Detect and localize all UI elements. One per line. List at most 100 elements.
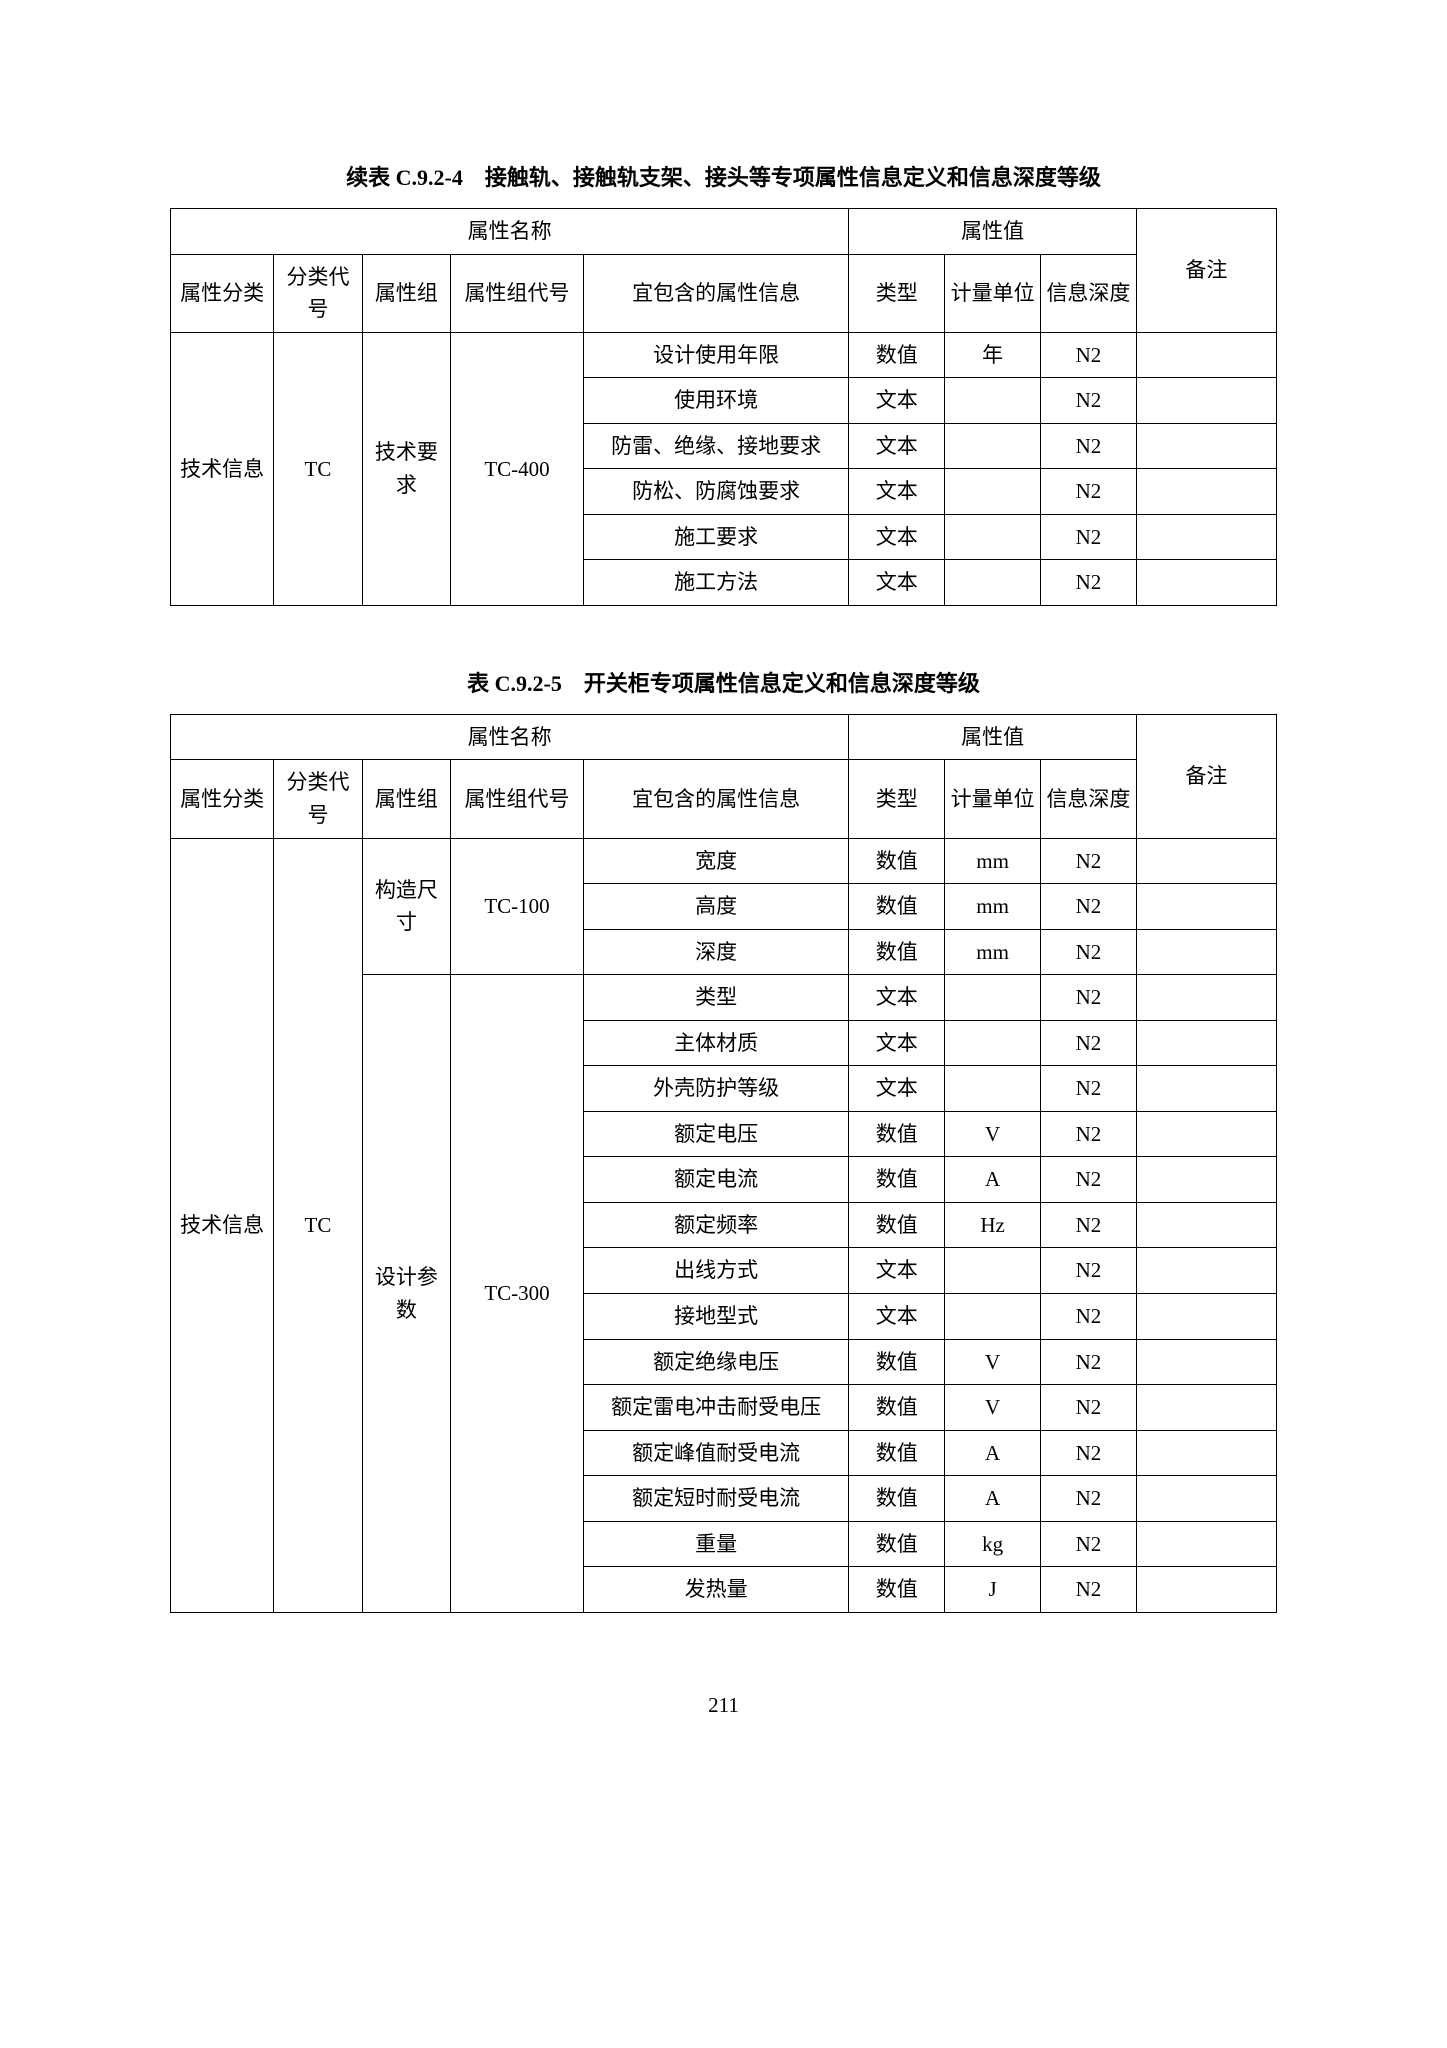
cell-info: 发热量 (583, 1567, 848, 1613)
cell-type: 文本 (849, 1248, 945, 1294)
cell-depth: N2 (1041, 469, 1137, 515)
cell-depth: N2 (1041, 1567, 1137, 1613)
header-note: 备注 (1136, 209, 1276, 333)
header-depth: 信息深度 (1041, 254, 1137, 332)
cell-type: 数值 (849, 332, 945, 378)
table-row: 属性名称 属性值 备注 (171, 209, 1277, 255)
cell-type: 数值 (849, 1111, 945, 1157)
header-attr-name: 属性名称 (171, 714, 849, 760)
header-attr-value: 属性值 (849, 209, 1137, 255)
cell-depth: N2 (1041, 514, 1137, 560)
cell-unit: A (945, 1476, 1041, 1522)
header-unit: 计量单位 (945, 254, 1041, 332)
table-row: 技术信息TC技术要求TC-400设计使用年限数值年N2 (171, 332, 1277, 378)
header-attr-name: 属性名称 (171, 209, 849, 255)
cell-type: 数值 (849, 1157, 945, 1203)
cell-type: 数值 (849, 1476, 945, 1522)
cell-note (1136, 1248, 1276, 1294)
cell-unit: V (945, 1385, 1041, 1431)
header-type: 类型 (849, 254, 945, 332)
cell-note (1136, 884, 1276, 930)
cell-depth: N2 (1041, 1248, 1137, 1294)
header-code: 分类代号 (274, 254, 362, 332)
cell-depth: N2 (1041, 838, 1137, 884)
cell-note (1136, 1476, 1276, 1522)
cell-depth: N2 (1041, 1157, 1137, 1203)
cell-type: 文本 (849, 514, 945, 560)
cell-info: 额定雷电冲击耐受电压 (583, 1385, 848, 1431)
table-row: 技术信息TC构造尺寸TC-100宽度数值mmN2 (171, 838, 1277, 884)
cell-info: 出线方式 (583, 1248, 848, 1294)
cell-group: 设计参数 (362, 975, 450, 1613)
cell-depth: N2 (1041, 975, 1137, 1021)
cell-type: 文本 (849, 560, 945, 606)
cell-group: 技术要求 (362, 332, 450, 605)
header-gcode: 属性组代号 (451, 760, 584, 838)
cell-unit (945, 1294, 1041, 1340)
cell-code: TC (274, 332, 362, 605)
cell-type: 数值 (849, 1339, 945, 1385)
table-1: 属性名称 属性值 备注 属性分类 分类代号 属性组 属性组代号 宜包含的属性信息… (170, 208, 1277, 606)
cell-type: 文本 (849, 1066, 945, 1112)
cell-note (1136, 1294, 1276, 1340)
cell-info: 重量 (583, 1521, 848, 1567)
table-row: 属性分类 分类代号 属性组 属性组代号 宜包含的属性信息 类型 计量单位 信息深… (171, 254, 1277, 332)
cell-code: TC (274, 838, 362, 1612)
cell-type: 数值 (849, 1202, 945, 1248)
cell-note (1136, 1157, 1276, 1203)
cell-depth: N2 (1041, 1521, 1137, 1567)
cell-depth: N2 (1041, 884, 1137, 930)
cell-group: 构造尺寸 (362, 838, 450, 975)
cell-unit (945, 1248, 1041, 1294)
cell-info: 施工要求 (583, 514, 848, 560)
cell-type: 文本 (849, 469, 945, 515)
table-1-caption: 续表 C.9.2-4 接触轨、接触轨支架、接头等专项属性信息定义和信息深度等级 (170, 160, 1277, 192)
cell-depth: N2 (1041, 1020, 1137, 1066)
header-cat: 属性分类 (171, 760, 274, 838)
table-2: 属性名称 属性值 备注 属性分类 分类代号 属性组 属性组代号 宜包含的属性信息… (170, 714, 1277, 1613)
cell-unit: Hz (945, 1202, 1041, 1248)
cell-unit (945, 560, 1041, 606)
cell-unit: mm (945, 884, 1041, 930)
cell-cat: 技术信息 (171, 838, 274, 1612)
cell-depth: N2 (1041, 560, 1137, 606)
cell-depth: N2 (1041, 378, 1137, 424)
header-group: 属性组 (362, 760, 450, 838)
cell-info: 施工方法 (583, 560, 848, 606)
cell-note (1136, 378, 1276, 424)
cell-type: 数值 (849, 1430, 945, 1476)
cell-type: 数值 (849, 838, 945, 884)
cell-gcode: TC-100 (451, 838, 584, 975)
cell-unit: J (945, 1567, 1041, 1613)
header-info: 宜包含的属性信息 (583, 254, 848, 332)
cell-unit (945, 1066, 1041, 1112)
cell-unit: V (945, 1111, 1041, 1157)
cell-unit: 年 (945, 332, 1041, 378)
cell-info: 高度 (583, 884, 848, 930)
cell-info: 额定绝缘电压 (583, 1339, 848, 1385)
cell-note (1136, 1430, 1276, 1476)
cell-note (1136, 560, 1276, 606)
cell-unit: kg (945, 1521, 1041, 1567)
cell-unit: mm (945, 929, 1041, 975)
cell-note (1136, 514, 1276, 560)
cell-depth: N2 (1041, 1476, 1137, 1522)
header-unit: 计量单位 (945, 760, 1041, 838)
cell-unit (945, 514, 1041, 560)
cell-info: 接地型式 (583, 1294, 848, 1340)
page-number: 211 (170, 1693, 1277, 1718)
cell-depth: N2 (1041, 1339, 1137, 1385)
cell-info: 设计使用年限 (583, 332, 848, 378)
cell-type: 数值 (849, 884, 945, 930)
cell-unit (945, 975, 1041, 1021)
header-gcode: 属性组代号 (451, 254, 584, 332)
cell-info: 防雷、绝缘、接地要求 (583, 423, 848, 469)
cell-type: 文本 (849, 378, 945, 424)
cell-note (1136, 332, 1276, 378)
cell-info: 额定短时耐受电流 (583, 1476, 848, 1522)
cell-info: 额定电压 (583, 1111, 848, 1157)
table-row: 属性分类 分类代号 属性组 属性组代号 宜包含的属性信息 类型 计量单位 信息深… (171, 760, 1277, 838)
cell-info: 额定电流 (583, 1157, 848, 1203)
cell-type: 数值 (849, 1385, 945, 1431)
cell-info: 额定峰值耐受电流 (583, 1430, 848, 1476)
